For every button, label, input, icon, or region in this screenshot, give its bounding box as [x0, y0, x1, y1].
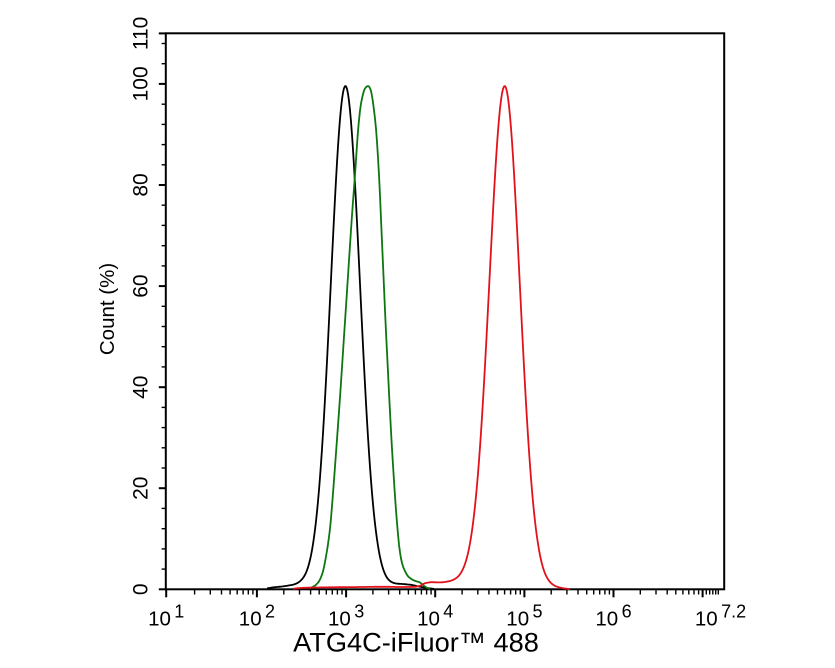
svg-text:0: 0	[130, 583, 153, 595]
svg-text:100: 100	[130, 66, 153, 101]
svg-text:3: 3	[354, 602, 364, 622]
svg-text:ATG4C-iFluor™ 488: ATG4C-iFluor™ 488	[293, 627, 539, 658]
svg-text:4: 4	[443, 602, 453, 622]
svg-text:10: 10	[595, 608, 618, 631]
svg-text:10: 10	[239, 608, 262, 631]
svg-text:80: 80	[130, 173, 153, 196]
svg-text:40: 40	[130, 376, 153, 399]
svg-text:6: 6	[622, 602, 632, 622]
svg-text:10: 10	[695, 608, 718, 631]
svg-text:Count (%): Count (%)	[96, 263, 119, 355]
svg-text:5: 5	[533, 602, 543, 622]
svg-text:10: 10	[328, 608, 351, 631]
svg-text:7.2: 7.2	[721, 602, 746, 622]
svg-text:1: 1	[174, 602, 184, 622]
svg-text:60: 60	[130, 274, 153, 297]
svg-text:10: 10	[506, 608, 529, 631]
svg-text:20: 20	[130, 477, 153, 500]
svg-text:2: 2	[265, 602, 275, 622]
svg-text:10: 10	[148, 608, 171, 631]
svg-text:10: 10	[417, 608, 440, 631]
svg-text:110: 110	[130, 17, 153, 50]
